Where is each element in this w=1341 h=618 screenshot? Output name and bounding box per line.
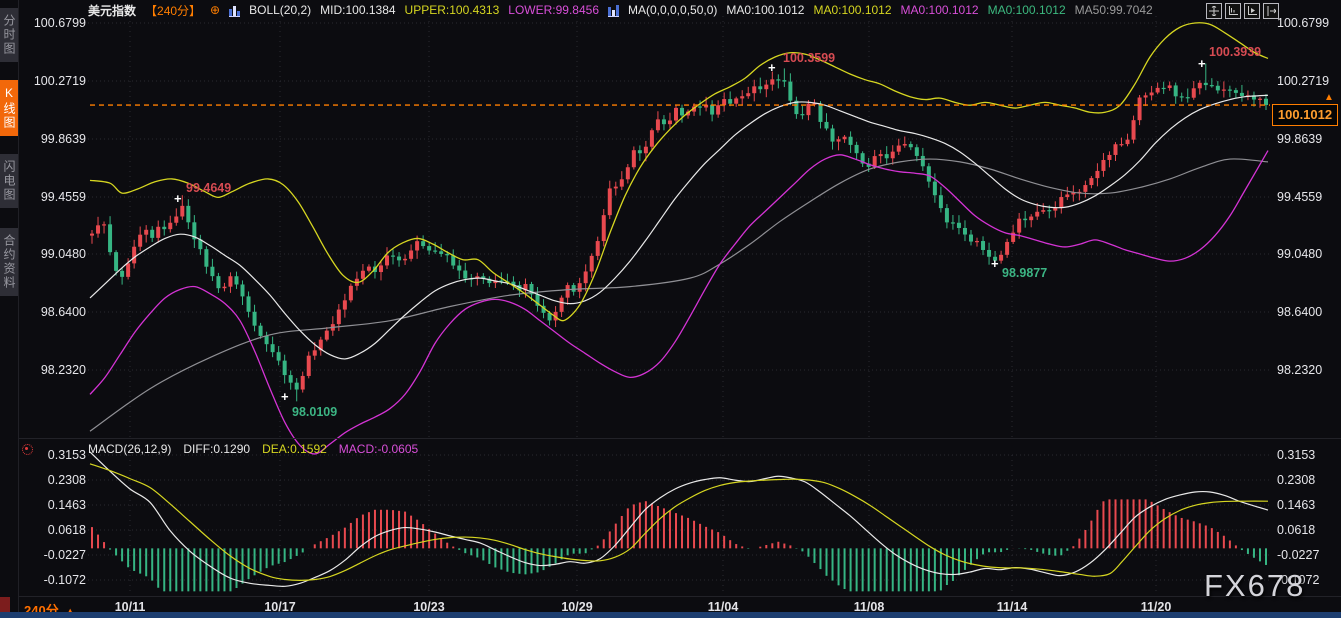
sidebar-tab-time-chart[interactable]: 分时图 [0, 8, 18, 62]
timeframe-label: 【240分】 [145, 3, 202, 18]
shift-right-button[interactable] [1263, 3, 1279, 19]
macd-settings-icon[interactable] [22, 444, 33, 455]
last-price-tag: 100.1012 [1272, 104, 1338, 126]
boll-indicator-icon [229, 4, 241, 17]
panel-separator [18, 438, 1341, 439]
ma0-green-value: MA0:100.1012 [987, 3, 1066, 17]
macd-diff-value: DIFF:0.1290 [183, 442, 251, 456]
sidebar: 分时图 K线图 闪电图 合约资料 [0, 0, 19, 618]
boll-lower-value: LOWER:99.8456 [508, 3, 599, 17]
boll-mid-value: MID:100.1384 [320, 3, 396, 17]
bottom-bar [0, 612, 1341, 618]
macd-dea-value: DEA:0.1592 [262, 442, 327, 456]
macd-value: MACD:-0.0605 [338, 442, 419, 456]
price-tag-arrow-icon: ▲ [1324, 92, 1334, 103]
ma50-value: MA50:99.7042 [1074, 3, 1153, 17]
symbol-title: 美元指数 [88, 3, 137, 18]
boll-label: BOLL(20,2) [249, 3, 312, 17]
ma0-yellow-value: MA0:100.1012 [813, 3, 892, 17]
boll-upper-value: UPPER:100.4313 [404, 3, 500, 17]
axis-separator [18, 596, 1341, 597]
macd-header: MACD(26,12,9) DIFF:0.1290 DEA:0.1592 MAC… [88, 442, 418, 456]
ma-label: MA(0,0,0,0,50,0) [628, 3, 718, 17]
zoom-in-axis-button[interactable] [1244, 3, 1260, 19]
ma-indicator-icon [608, 4, 619, 17]
watermark: FX678 [1204, 568, 1306, 603]
sidebar-tab-lightning-chart[interactable]: 闪电图 [0, 154, 18, 208]
sidebar-tab-contract-info[interactable]: 合约资料 [0, 228, 18, 296]
pan-move-button[interactable] [1206, 3, 1222, 19]
add-indicator-icon[interactable]: ⊕ [210, 3, 221, 17]
chart-toolbar [1206, 3, 1279, 19]
zoom-out-axis-button[interactable] [1225, 3, 1241, 19]
sidebar-logo-block [0, 597, 10, 612]
macd-label: MACD(26,12,9) [88, 442, 172, 456]
ma0-white-value: MA0:100.1012 [726, 3, 805, 17]
indicator-header: 美元指数 【240分】 ⊕ BOLL(20,2) MID:100.1384 UP… [88, 2, 1153, 18]
ma0-magenta-value: MA0:100.1012 [900, 3, 979, 17]
sidebar-tab-kline-chart[interactable]: K线图 [0, 80, 18, 136]
